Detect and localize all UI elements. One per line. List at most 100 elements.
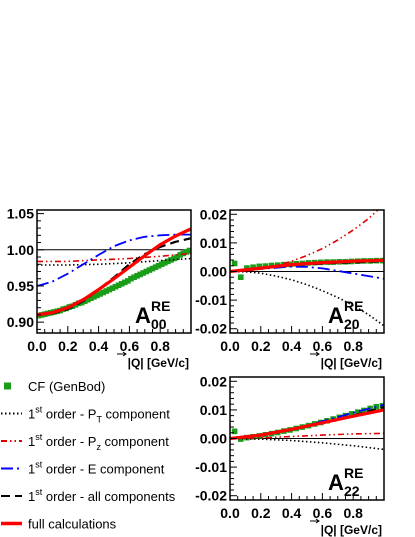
legend-text: order - P	[42, 434, 96, 449]
data-point	[237, 274, 244, 281]
series-line	[230, 408, 384, 441]
x-tick-label: 0.0	[27, 338, 47, 354]
series-line	[37, 252, 191, 263]
series-line	[230, 265, 384, 280]
y-tick-label: 0.01	[200, 235, 227, 251]
x-tick-label: 0.2	[58, 338, 78, 354]
panel-label-superscript: RE	[151, 298, 170, 314]
series-line	[230, 258, 384, 274]
legend-label: 1st order - Pz component	[28, 432, 169, 452]
legend-label: full calculations	[28, 517, 117, 532]
data-point	[237, 436, 244, 442]
x-tick-label: 0.8	[343, 338, 363, 354]
data-point	[256, 263, 263, 270]
legend-superscript: st	[35, 405, 43, 415]
data-point	[149, 265, 156, 272]
data-point	[250, 264, 256, 271]
legend-text: order - all components	[42, 489, 175, 504]
x-tick-label: 0.0	[220, 505, 240, 521]
vector-arrow-head	[315, 351, 320, 357]
x-axis-title: |Q| [GeV/c]	[128, 356, 189, 370]
series-line	[37, 257, 191, 266]
vector-arrow-head	[122, 351, 127, 357]
data-point	[183, 249, 190, 255]
y-tick-label: 0.02	[200, 206, 227, 222]
panel-label: A	[328, 303, 344, 328]
plot-frame	[36, 209, 192, 334]
legend-subscript: T	[96, 415, 102, 425]
data-point	[125, 278, 131, 284]
legend-text: 1	[28, 434, 35, 449]
data-point	[155, 262, 162, 269]
data-point	[355, 409, 361, 415]
y-tick-label: 0.90	[7, 314, 34, 330]
y-tick-label: 1.00	[7, 242, 34, 258]
y-tick-label: 1.05	[7, 206, 34, 222]
data-point	[112, 283, 119, 290]
data-point	[97, 291, 103, 297]
vector-arrow-head	[315, 518, 320, 524]
data-point	[131, 274, 137, 281]
data-point	[152, 264, 159, 270]
panel-label: A	[328, 470, 344, 495]
data-point	[100, 289, 107, 296]
y-tick-label: 0.01	[200, 402, 227, 418]
data-point	[118, 281, 125, 287]
y-tick-label: -0.01	[195, 459, 227, 475]
data-point	[109, 285, 116, 291]
legend-superscript: st	[35, 460, 43, 470]
data-point	[168, 257, 174, 263]
panel-00: 0.0 0.2 0.4 0.6 0.8 0.90 0.95 1.00 1.05 |Q| [GeV/…	[7, 206, 192, 370]
legend-label: 1st order - all components	[28, 487, 176, 504]
data-point	[143, 268, 150, 275]
legend-text: component	[101, 434, 169, 449]
x-tick-label: 0.6	[313, 505, 333, 521]
x-axis-title: |Q| [GeV/c]	[321, 523, 382, 537]
legend-text: 1	[28, 407, 35, 422]
legend-text: component	[102, 407, 170, 422]
x-tick-label: 0.4	[282, 505, 302, 521]
data-point	[134, 273, 140, 279]
data-point	[121, 279, 128, 286]
legend-text: 1	[28, 462, 35, 477]
data-point	[231, 428, 238, 435]
data-point	[231, 260, 238, 267]
panel-label-superscript: RE	[344, 298, 363, 314]
x-tick-label: 0.6	[120, 338, 140, 354]
legend-superscript: st	[35, 487, 43, 497]
y-tick-label: -0.02	[195, 321, 227, 337]
plot-area	[37, 227, 191, 319]
plot-area	[230, 210, 384, 327]
data-point	[94, 292, 100, 299]
y-tick-label: -0.02	[195, 488, 227, 504]
legend-text: order - E component	[42, 462, 165, 477]
series-line	[37, 233, 191, 287]
legend-marker	[4, 382, 11, 390]
x-axis-title: |Q| [GeV/c]	[321, 356, 382, 370]
x-tick-label: 0.2	[251, 505, 271, 521]
data-point	[91, 294, 97, 300]
data-point	[158, 261, 165, 268]
data-point	[88, 295, 94, 302]
y-tick-label: 0.00	[200, 431, 227, 447]
panel-label-subscript: 20	[344, 316, 360, 332]
data-point	[186, 247, 191, 254]
x-tick-label: 0.0	[220, 338, 240, 354]
legend-text: order - P	[42, 407, 96, 422]
x-tick-label: 0.4	[89, 338, 109, 354]
legend-label: 1st order - E component	[28, 460, 165, 477]
data-point	[140, 270, 147, 276]
data-point	[162, 260, 168, 266]
x-tick-label: 0.8	[343, 505, 363, 521]
panel-label-subscript: 00	[151, 316, 167, 332]
data-point	[171, 255, 177, 262]
data-point	[115, 282, 122, 289]
data-point	[85, 296, 91, 303]
data-point	[146, 267, 153, 273]
x-tick-label: 0.8	[150, 338, 170, 354]
data-point	[373, 403, 380, 410]
panel-20: 0.0 0.2 0.4 0.6 0.8 -0.02 -0.01 0.00 0.01 0.02 |Q|…	[195, 206, 385, 370]
plot-area	[230, 403, 384, 451]
legend-text: 1	[28, 489, 35, 504]
